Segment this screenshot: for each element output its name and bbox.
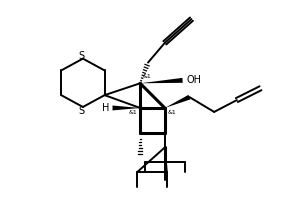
Text: &1: &1 [143, 74, 152, 79]
Polygon shape [113, 106, 140, 110]
Text: H: H [102, 103, 109, 113]
Text: S: S [79, 51, 85, 61]
Text: OH: OH [187, 75, 201, 85]
Text: S: S [79, 106, 85, 116]
Text: &1: &1 [168, 110, 176, 115]
Polygon shape [140, 78, 183, 83]
Polygon shape [165, 95, 191, 108]
Text: &1: &1 [129, 110, 137, 115]
